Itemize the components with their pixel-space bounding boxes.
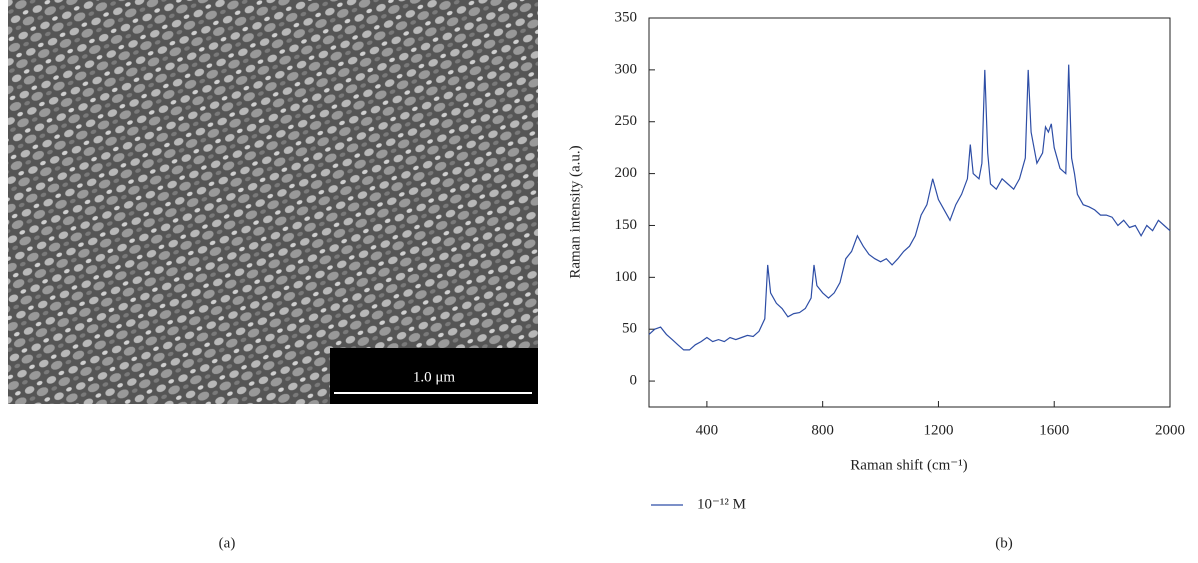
y-tick-label: 350 [615,9,638,25]
sem-image [8,0,538,404]
x-tick-label: 400 [696,422,719,438]
x-tick-label: 800 [811,422,834,438]
spectrum-line [648,64,1171,351]
x-tick-label: 1200 [923,422,953,438]
x-tick-label: 2000 [1155,422,1185,438]
y-tick-label: 250 [615,113,638,129]
plot-frame [648,17,1171,408]
y-tick-label: 0 [630,373,638,389]
y-axis-title: Raman intensity (a.u.) [567,145,583,278]
y-tick-label: 200 [615,165,638,181]
y-tick-label: 50 [622,321,637,337]
scale-bar-box [330,348,538,404]
x-tick-label: 1600 [1039,422,1069,438]
legend-label: 10⁻¹² M [697,496,746,512]
x-axis-title: Raman shift (cm⁻¹) [850,457,967,473]
y-tick-label: 150 [615,217,638,233]
scale-bar-label: 1.0 μm [413,369,456,385]
y-tick-label: 300 [615,61,638,77]
panel-label: (b) [995,535,1013,551]
y-tick-label: 100 [615,269,638,285]
panel-label: (a) [219,535,236,551]
